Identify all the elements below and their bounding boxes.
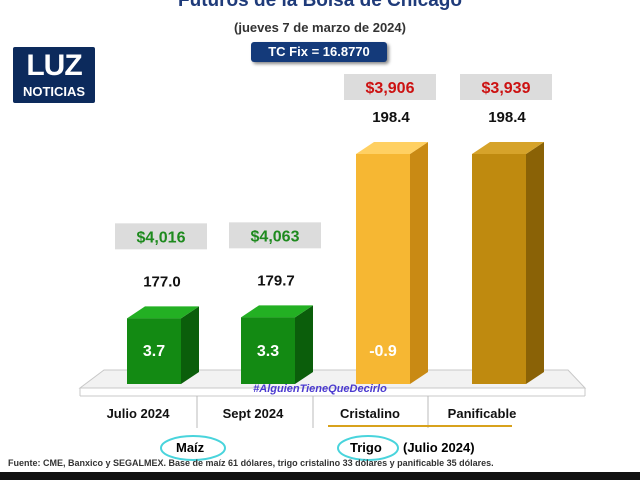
price-box xyxy=(229,222,321,249)
group-label-maiz: Maíz xyxy=(176,440,205,455)
x-tick-label: Sept 2024 xyxy=(223,406,284,421)
price-label: $3,939 xyxy=(482,80,531,97)
trigo-highlight-ring xyxy=(337,435,399,461)
group-label-trigo: Trigo xyxy=(350,440,382,455)
bar xyxy=(241,317,295,384)
bar-side xyxy=(181,306,199,384)
exchange-rate-badge: TC Fix = 16.8770 xyxy=(251,42,387,62)
bar-value-label: -0.9 xyxy=(369,343,397,360)
price-label: $4,063 xyxy=(251,228,300,245)
watermark-hashtag: #AlguienTieneQueDecirlo xyxy=(253,383,387,395)
bar xyxy=(127,318,181,384)
data-label: 177.0 xyxy=(143,273,181,290)
data-label: 179.7 xyxy=(257,272,295,289)
bar-top xyxy=(472,142,544,154)
chart-subtitle: (jueves 7 de marzo de 2024) xyxy=(234,20,406,35)
group-label-trigo-note: (Julio 2024) xyxy=(403,440,475,455)
x-tick-label: Julio 2024 xyxy=(107,406,171,421)
bottom-bar xyxy=(0,472,640,480)
price-box xyxy=(344,74,436,100)
logo-mark: LUZ xyxy=(26,49,82,82)
bar-side xyxy=(526,142,544,384)
bar-side xyxy=(410,142,428,384)
bar xyxy=(356,154,410,384)
price-box xyxy=(115,223,207,250)
bar-top xyxy=(241,305,313,318)
bar-side xyxy=(295,305,313,384)
price-label: $4,016 xyxy=(137,229,186,246)
luz-noticias-logo: LUZ NOTICIAS xyxy=(13,47,95,103)
price-box xyxy=(460,74,552,100)
source-footnote: Fuente: CME, Banxico y SEGALMEX. Base de… xyxy=(8,458,494,468)
x-tick-label: Cristalino xyxy=(340,406,400,421)
bar-top xyxy=(356,142,428,154)
bar xyxy=(472,154,526,384)
data-label: 198.4 xyxy=(372,109,410,126)
bar-top xyxy=(127,306,199,319)
data-label: 198.4 xyxy=(488,109,526,126)
x-tick-label: Panificable xyxy=(448,406,517,421)
maiz-highlight-ring xyxy=(160,435,226,461)
chart-floor xyxy=(78,369,587,389)
chart-title: Futuros de la Bolsa de Chicago xyxy=(178,0,462,11)
price-label: $3,906 xyxy=(366,80,415,97)
logo-text: NOTICIAS xyxy=(22,84,86,99)
bar-value-label: 3.3 xyxy=(257,343,279,360)
bar-value-label: 3.7 xyxy=(143,343,165,360)
